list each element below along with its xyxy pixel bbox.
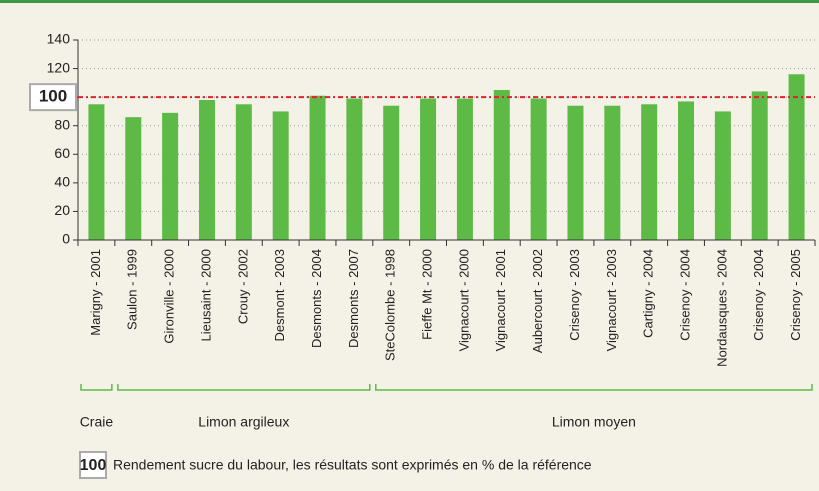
bar — [530, 98, 547, 240]
y-tick-label: 140 — [47, 31, 71, 47]
x-tick-label: Desmonts - 2007 — [346, 249, 361, 348]
bar — [714, 111, 731, 240]
bar — [162, 112, 179, 240]
bar — [309, 95, 326, 240]
x-tick-label: Crisenoy - 2004 — [677, 249, 692, 341]
bar — [751, 91, 768, 240]
x-tick-label: Lieusaint - 2000 — [198, 249, 213, 342]
bar — [678, 101, 695, 240]
x-tick-label: Vignacourt - 2001 — [493, 249, 508, 351]
y-tick-label: 100 — [39, 87, 67, 106]
y-tick-label: 0 — [62, 231, 70, 247]
reference-label-box — [29, 83, 77, 112]
x-tick-label: Nordausques - 2004 — [714, 249, 729, 367]
bar — [125, 117, 142, 240]
x-tick-label: Desmont - 2003 — [272, 249, 287, 342]
group-bracket — [117, 384, 371, 391]
x-tick-label: Fieffe Mt - 2000 — [420, 249, 435, 340]
bar — [383, 105, 400, 240]
x-tick-label: Crisenoy - 2004 — [751, 249, 766, 341]
legend-key-box — [79, 451, 107, 479]
bar — [788, 74, 805, 241]
bar — [235, 104, 252, 241]
legend-text: Rendement sucre du labour, les résultats… — [113, 457, 592, 473]
bar — [198, 100, 215, 240]
bar — [420, 98, 437, 240]
x-tick-label: Gironville - 2000 — [162, 249, 177, 344]
bar — [493, 90, 510, 240]
group-label: Craie — [80, 414, 114, 430]
bar — [641, 104, 658, 241]
group-bracket — [80, 384, 113, 391]
y-tick-label: 40 — [54, 174, 70, 190]
x-tick-label: Crisenoy - 2003 — [567, 249, 582, 341]
bar — [346, 98, 363, 240]
group-bracket — [375, 384, 813, 391]
x-tick-label: Desmonts - 2004 — [309, 249, 324, 348]
x-tick-label: Cartigny - 2004 — [641, 249, 656, 338]
top-border — [0, 0, 819, 3]
x-tick-label: Crouy - 2002 — [235, 249, 250, 324]
x-tick-label: Aubercourt - 2002 — [530, 249, 545, 353]
group-label: Limon argileux — [198, 414, 289, 430]
x-tick-label: Saulon - 1999 — [125, 249, 140, 330]
bar — [88, 104, 105, 241]
group-label: Limon moyen — [552, 414, 636, 430]
legend-key: 100 — [80, 457, 107, 474]
x-tick-label: Vignacourt - 2003 — [604, 249, 619, 351]
y-tick-label: 20 — [54, 202, 70, 218]
y-tick-label: 60 — [54, 145, 70, 161]
bar — [567, 105, 584, 240]
y-tick-label: 80 — [54, 116, 70, 132]
bar — [272, 111, 289, 240]
y-tick-label: 120 — [47, 59, 71, 75]
x-tick-label: Marigny - 2001 — [88, 249, 103, 336]
x-tick-label: Crisenoy - 2005 — [788, 249, 803, 341]
bar — [456, 98, 473, 240]
x-tick-label: Vignacourt - 2000 — [456, 249, 471, 351]
bar — [604, 105, 621, 240]
x-tick-label: SteColombe - 1998 — [383, 249, 398, 361]
